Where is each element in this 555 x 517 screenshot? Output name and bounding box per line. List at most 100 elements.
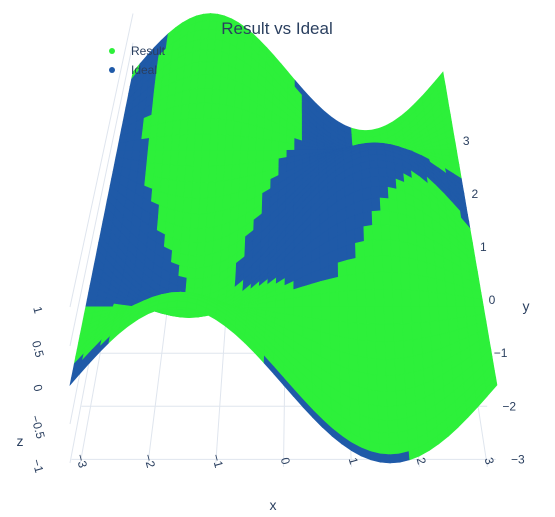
surface-point-result [447,142,457,151]
surface-point-result [255,137,265,151]
surface-point-result [164,120,174,137]
surface-point-result [198,197,209,215]
surface-point-ideal [346,242,357,261]
surface-point-result [156,122,166,138]
tick-layer: −3 −2 −1 0 1 2 3 −3 −2 −1 0 1 2 3 −1 −0.5 0 0.5 1 [28,134,525,475]
surface-point-result [179,253,189,268]
surface-point-result [399,256,411,275]
surface-point-result [329,276,339,294]
surface-point-result [371,210,382,226]
surface-point-result [446,293,457,308]
surface-point-result [372,239,383,257]
x-tick-label: −1 [209,453,226,470]
surface-point-result [419,306,431,324]
surface-point-result [183,63,193,79]
surface-point-result [387,186,398,201]
surface-point-result [263,139,273,151]
surface-point-result [159,177,170,195]
surface-point-result [418,275,429,293]
surface-point-result [339,336,350,355]
surface-point-result [401,306,413,325]
surface-point-result [436,278,447,295]
surface-point-result [357,355,369,375]
surface-point-result [207,181,217,199]
surface-point-result [188,241,198,257]
surface-point-result [195,255,206,269]
surface-point-result [145,161,156,177]
legend-item-result[interactable]: Result [109,44,166,58]
surface-point-result [180,226,191,243]
surface-point-result [410,289,421,308]
surface-point-result [384,323,395,343]
surface-point-result [408,257,419,276]
surface-point-result [392,289,403,308]
surface-point-result [193,150,203,167]
surface-point-result [194,133,204,151]
surface-point-ideal [294,144,303,151]
surface-point-result [366,323,377,342]
y-tick-label: 2 [471,187,478,201]
surface-point-result [399,240,410,259]
surface-point-result [401,289,412,308]
surface-point-result [207,38,216,51]
surface-point-result [278,141,288,151]
surface-point-result [375,323,386,343]
surface-point-result [438,319,450,335]
surface-point-result [197,213,208,230]
surface-point-result [293,296,304,308]
surface-point-result [472,297,484,308]
surface-point-result [446,306,458,320]
surface-point-ideal [376,153,387,162]
surface-point-result [191,182,201,199]
surface-point-result [213,210,224,228]
surface-point-result [226,105,235,122]
surface-point-result [205,61,215,76]
chart-title: Result vs Ideal [221,19,333,38]
surface-point-result [394,357,406,376]
surface-point-result [311,281,321,296]
surface-point-result [240,122,250,138]
surface-point-result [355,256,366,275]
surface-point-result [356,323,368,342]
surface-point-result [210,118,220,135]
surface-point-result [192,39,202,53]
surface-point-result [194,267,205,280]
surface-point-result [220,63,230,79]
surface-point-result [225,119,235,136]
surface-point-result [232,150,241,166]
surface-point-result [398,226,409,244]
surface-point-result [366,357,378,376]
surface-point-result [346,273,357,292]
legend-item-ideal[interactable]: Ideal [109,63,157,77]
surface-point-result [293,306,304,318]
surface-point-result [421,336,433,355]
surface-point-result [454,294,466,308]
surface-point-result [286,142,295,151]
z-axis-title: z [17,433,24,449]
x-tick-label: 2 [414,456,429,466]
surface-point-result [372,224,383,241]
surface-point-result [400,272,411,291]
surface-point-result [355,272,366,291]
surface-point-result [367,373,378,392]
surface-point-result [347,322,359,341]
surface-point-result [247,161,257,177]
surface-point-result [367,389,379,407]
surface-point-result [214,39,224,53]
surface-point-result [338,321,349,339]
surface-point-result [198,61,208,76]
surface-point-result [263,150,272,162]
surface-point-result [365,136,375,144]
surface-point-result [241,108,250,125]
surface-point-ideal [378,167,388,178]
surface-point-result [456,306,467,319]
surface-point-result [374,306,385,325]
surface-point-result [198,49,208,63]
surface-point-ideal [140,137,150,151]
surface-point-result [397,417,408,434]
surface-point-result [199,182,209,199]
surface-point-result [388,443,400,456]
surface-point-result [240,136,250,151]
